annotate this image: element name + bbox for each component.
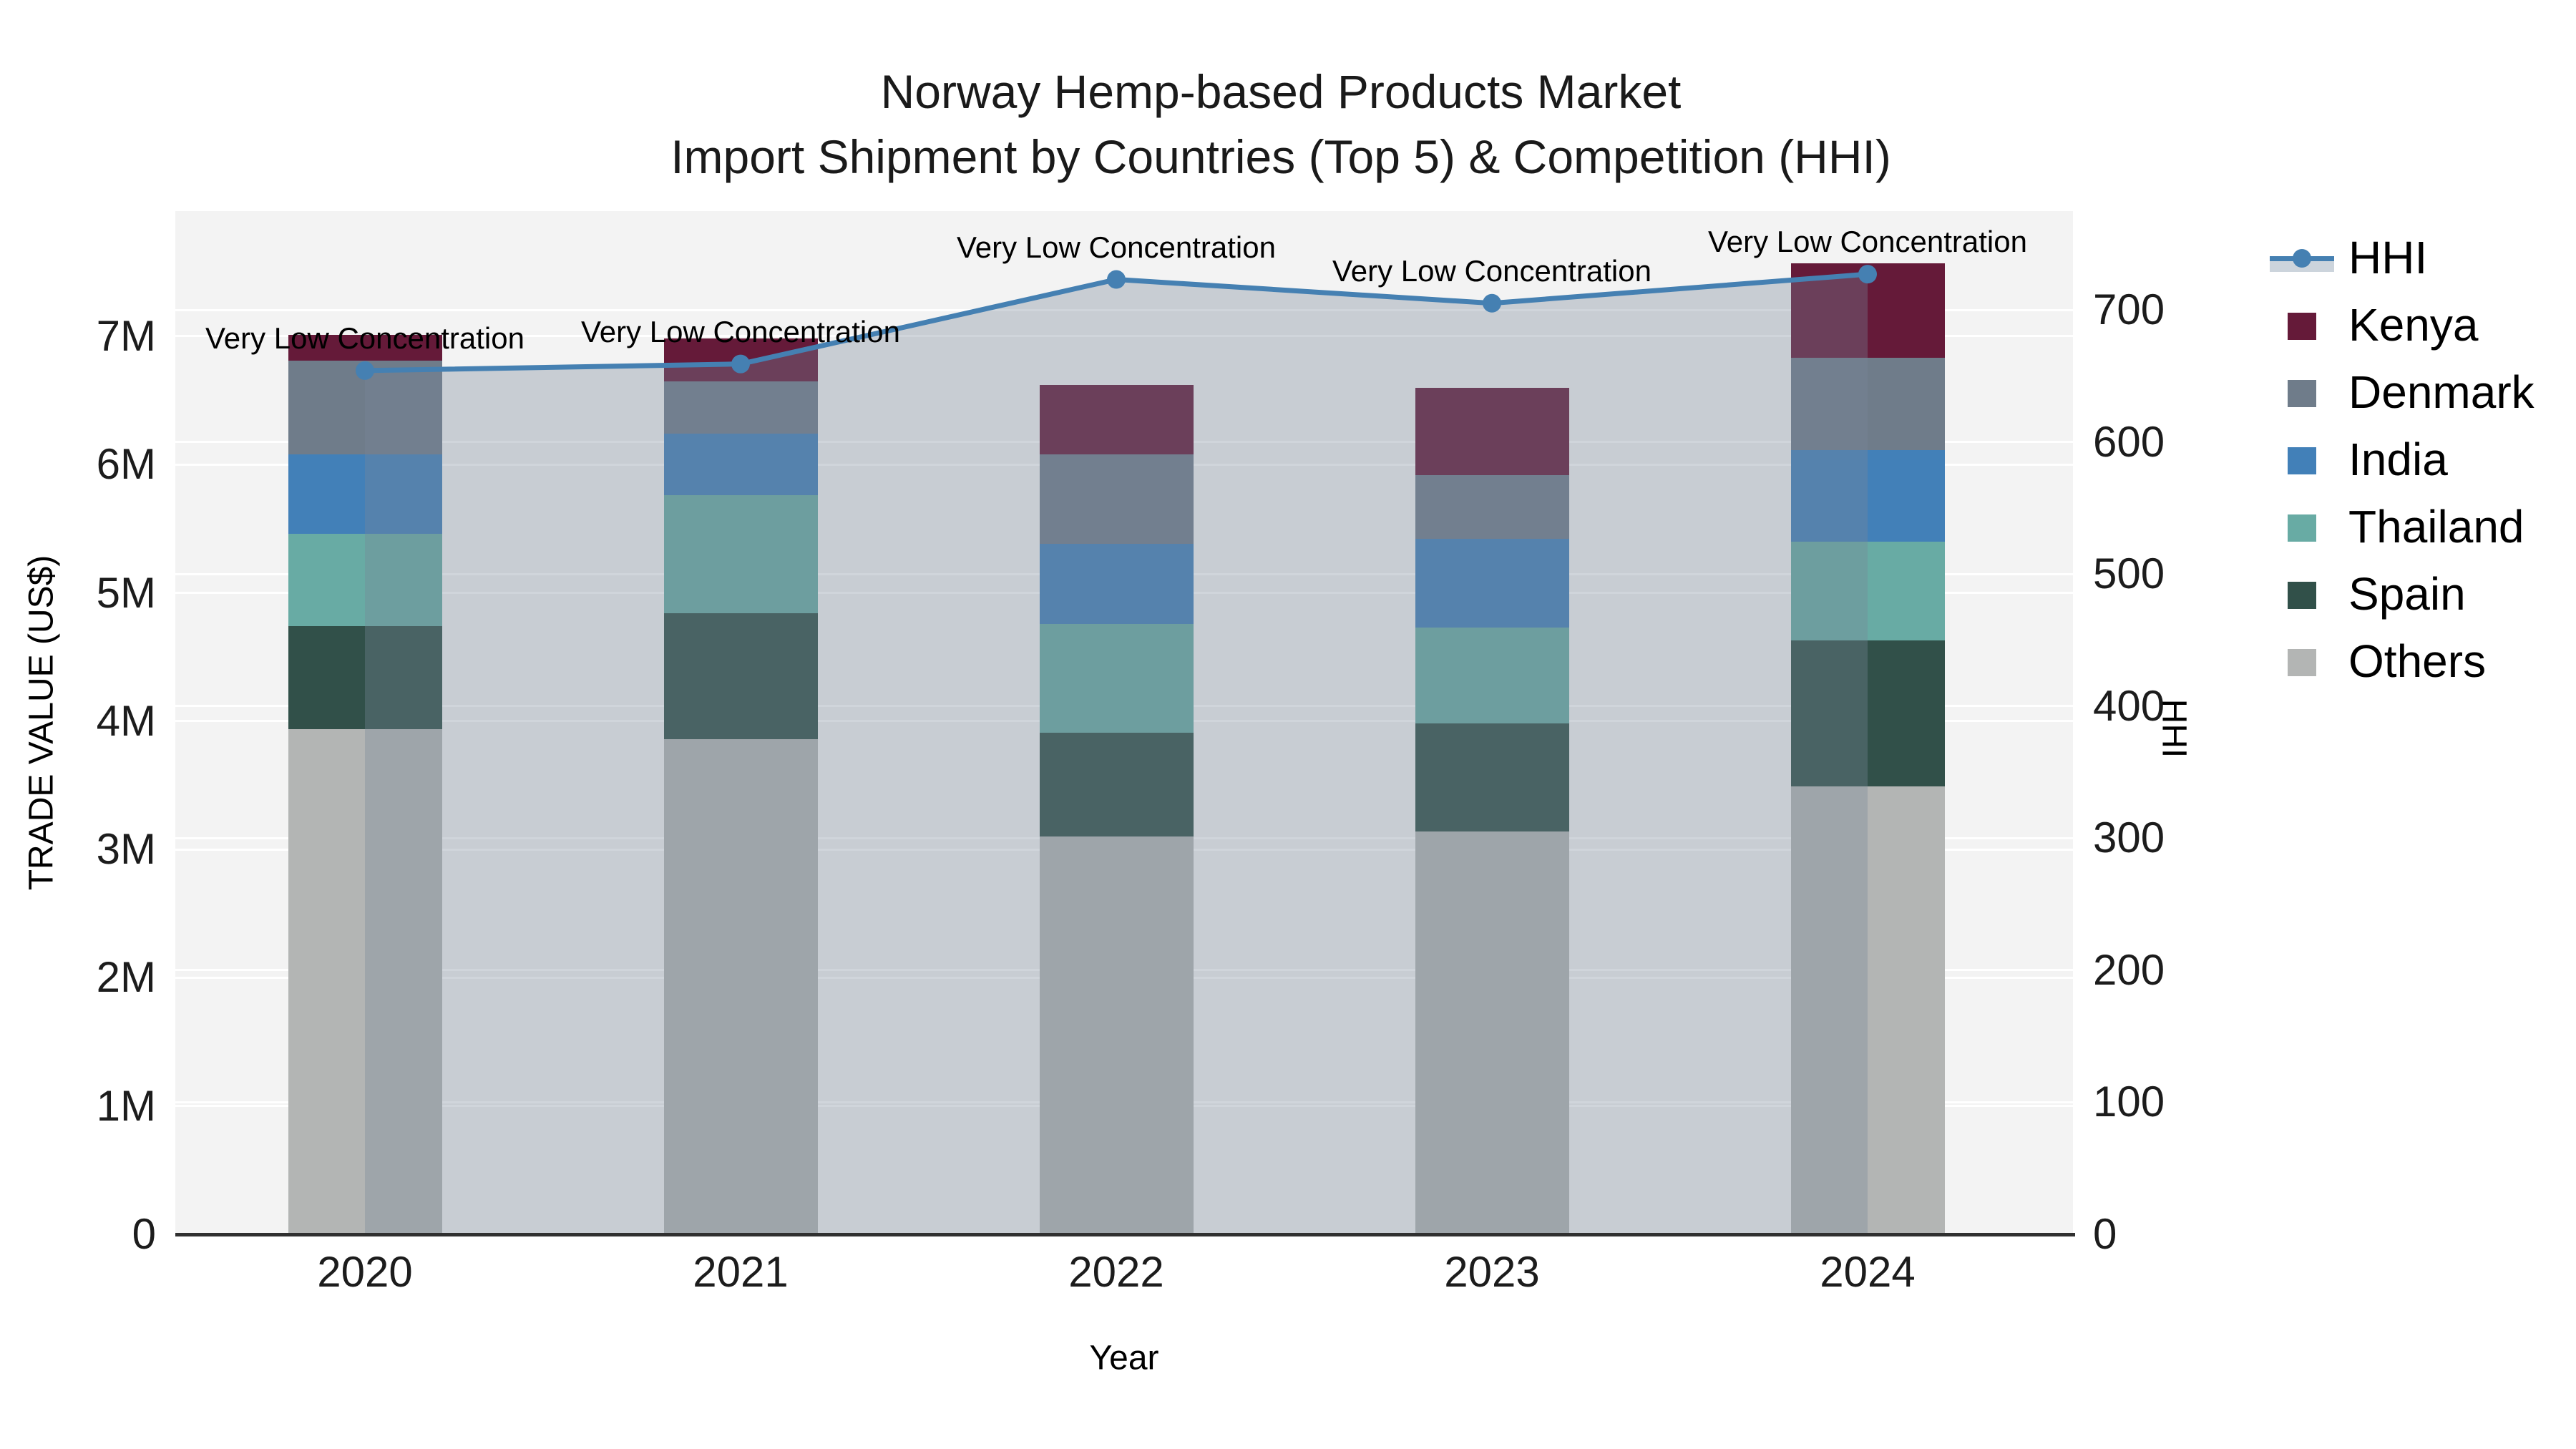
legend-item-spain[interactable]: Spain bbox=[2254, 567, 2569, 624]
x-tick-2021: 2021 bbox=[693, 1248, 789, 1296]
annotation-2022: Very Low Concentration bbox=[957, 230, 1276, 264]
bar-segment-india-2021[interactable] bbox=[663, 434, 818, 496]
legend-label-others: Others bbox=[2348, 635, 2487, 687]
bar-segment-denmark-2022[interactable] bbox=[1039, 454, 1194, 545]
y-right-tick-700: 700 bbox=[2093, 286, 2165, 333]
legend-swatch-denmark bbox=[2288, 380, 2316, 407]
bar-segment-spain-2024[interactable] bbox=[1790, 640, 1945, 787]
chart-title-line2: Import Shipment by Countries (Top 5) & C… bbox=[670, 130, 1891, 183]
bar-segment-kenya-2022[interactable] bbox=[1039, 385, 1194, 454]
hhi-marker-2024[interactable] bbox=[1858, 265, 1877, 284]
gridline-trade-value bbox=[175, 335, 2073, 338]
gridline-hhi bbox=[175, 308, 2073, 311]
y-right-tick-300: 300 bbox=[2093, 814, 2165, 862]
y-left-tick-3M: 3M bbox=[96, 825, 156, 874]
bar-segment-kenya-2023[interactable] bbox=[1415, 387, 1569, 475]
hhi-line-layer bbox=[356, 265, 1877, 1234]
y-right-tick-600: 600 bbox=[2093, 417, 2165, 466]
hhi-marker-2022[interactable] bbox=[1107, 270, 1126, 289]
hhi-marker-2023[interactable] bbox=[1483, 293, 1501, 313]
x-tick-2022: 2022 bbox=[1068, 1248, 1164, 1296]
legend-hhi-marker-icon bbox=[2293, 249, 2311, 268]
y-right-tick-0: 0 bbox=[2093, 1210, 2117, 1258]
legend-item-india[interactable]: India bbox=[2254, 432, 2569, 489]
hhi-marker-2021[interactable] bbox=[731, 354, 750, 374]
bar-segment-thailand-2020[interactable] bbox=[288, 534, 442, 627]
y-left-tick-6M: 6M bbox=[96, 440, 156, 489]
hhi-area-fill bbox=[365, 274, 1868, 1234]
legend-swatch-spain bbox=[2288, 582, 2316, 609]
bar-segment-denmark-2021[interactable] bbox=[663, 381, 818, 434]
legend-item-thailand[interactable]: Thailand bbox=[2254, 499, 2569, 557]
bar-segment-thailand-2022[interactable] bbox=[1039, 623, 1194, 733]
x-tick-2024: 2024 bbox=[1820, 1248, 1916, 1296]
bar-segment-denmark-2024[interactable] bbox=[1790, 358, 1945, 451]
bar-segment-spain-2023[interactable] bbox=[1415, 723, 1569, 831]
y-axis-left-title: TRADE VALUE (US$) bbox=[22, 555, 61, 891]
annotation-2023: Very Low Concentration bbox=[1332, 253, 1652, 288]
bar-segment-india-2020[interactable] bbox=[288, 454, 442, 534]
bar-segment-others-2022[interactable] bbox=[1039, 836, 1194, 1234]
x-axis-title: Year bbox=[1089, 1339, 1159, 1377]
bar-segment-thailand-2023[interactable] bbox=[1415, 627, 1569, 724]
annotation-2021: Very Low Concentration bbox=[581, 314, 900, 348]
y-left-tick-2M: 2M bbox=[96, 953, 156, 1002]
y-right-tick-200: 200 bbox=[2093, 945, 2165, 994]
bar-segment-spain-2021[interactable] bbox=[663, 613, 818, 739]
legend-swatch-india bbox=[2288, 447, 2316, 474]
legend-swatch-kenya bbox=[2288, 313, 2316, 340]
bar-segment-kenya-2020[interactable] bbox=[288, 335, 442, 361]
y-right-tick-400: 400 bbox=[2093, 681, 2165, 730]
bar-segment-thailand-2024[interactable] bbox=[1790, 541, 1945, 640]
x-tick-2023: 2023 bbox=[1444, 1248, 1540, 1296]
plot-area[interactable]: Very Low Concentration Very Low Concentra… bbox=[175, 211, 2073, 1234]
y-left-tick-1M: 1M bbox=[96, 1081, 156, 1130]
y-left-tick-5M: 5M bbox=[96, 568, 156, 617]
legend-item-hhi[interactable]: HHI bbox=[2254, 230, 2569, 288]
legend-label-denmark: Denmark bbox=[2348, 366, 2534, 418]
x-axis-line bbox=[175, 1233, 2075, 1236]
legend-item-kenya[interactable]: Kenya bbox=[2254, 298, 2569, 355]
legend-label-kenya: Kenya bbox=[2348, 299, 2479, 351]
bar-segment-india-2023[interactable] bbox=[1415, 539, 1569, 628]
bar-segment-others-2024[interactable] bbox=[1790, 786, 1945, 1234]
bar-segment-others-2023[interactable] bbox=[1415, 831, 1569, 1234]
y-right-tick-500: 500 bbox=[2093, 550, 2165, 598]
legend-swatch-others bbox=[2288, 649, 2316, 676]
annotation-2024: Very Low Concentration bbox=[1708, 225, 2027, 259]
legend-label-thailand: Thailand bbox=[2348, 501, 2524, 552]
bar-segment-others-2020[interactable] bbox=[288, 728, 442, 1234]
bar-segment-thailand-2021[interactable] bbox=[663, 495, 818, 614]
legend-label-hhi: HHI bbox=[2348, 232, 2428, 283]
bar-segment-spain-2020[interactable] bbox=[288, 626, 442, 729]
legend-swatch-thailand bbox=[2288, 514, 2316, 542]
bar-segment-india-2024[interactable] bbox=[1790, 450, 1945, 542]
bar-segment-india-2022[interactable] bbox=[1039, 544, 1194, 624]
annotation-2020: Very Low Concentration bbox=[205, 321, 525, 355]
y-left-tick-7M: 7M bbox=[96, 311, 156, 360]
bar-segment-spain-2022[interactable] bbox=[1039, 732, 1194, 837]
legend-item-others[interactable]: Others bbox=[2254, 634, 2569, 691]
legend-item-denmark[interactable]: Denmark bbox=[2254, 365, 2569, 422]
bar-segment-others-2021[interactable] bbox=[663, 738, 818, 1234]
y-left-tick-0: 0 bbox=[132, 1210, 156, 1258]
legend: HHI Kenya Denmark India Thailand Spain Others bbox=[2254, 215, 2569, 716]
chart-title-line1: Norway Hemp-based Products Market bbox=[880, 65, 1682, 118]
legend-label-spain: Spain bbox=[2348, 568, 2466, 620]
y-axis-right-title: HHI bbox=[2155, 698, 2193, 758]
y-right-tick-100: 100 bbox=[2093, 1078, 2165, 1126]
hhi-marker-2020[interactable] bbox=[356, 361, 374, 380]
legend-label-india: India bbox=[2348, 434, 2448, 485]
y-left-tick-4M: 4M bbox=[96, 696, 156, 745]
bar-segment-denmark-2023[interactable] bbox=[1415, 474, 1569, 540]
x-tick-2020: 2020 bbox=[317, 1248, 413, 1296]
